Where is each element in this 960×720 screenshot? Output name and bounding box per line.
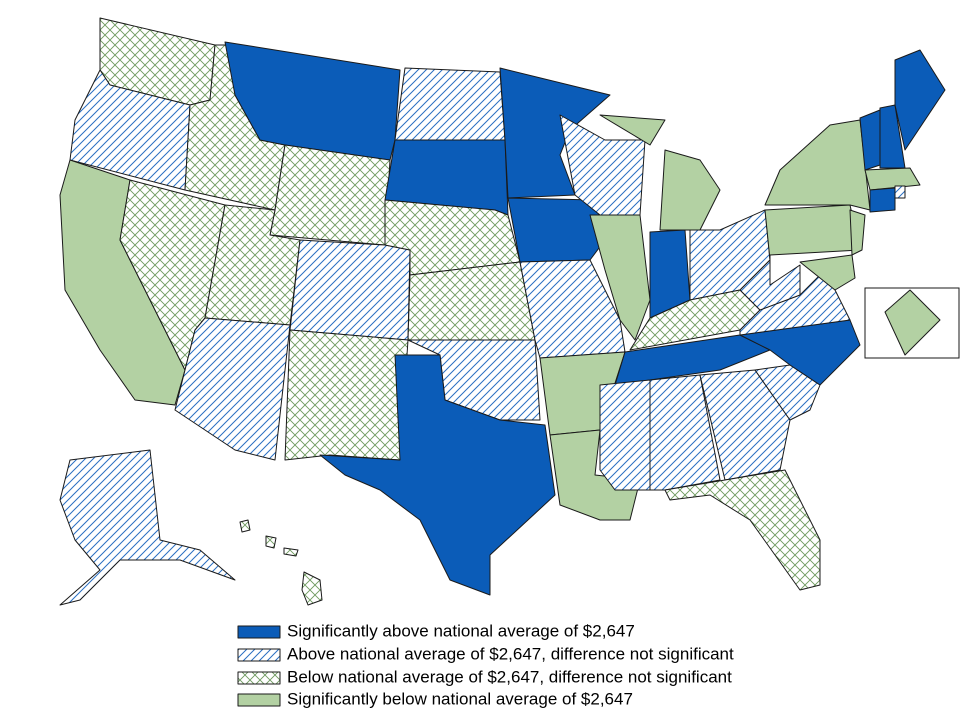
- legend: Significantly above national average of …: [237, 621, 734, 708]
- district: [884, 289, 941, 356]
- legend-label: Significantly below national average of …: [287, 689, 633, 708]
- state: [549, 429, 641, 521]
- state: [864, 167, 921, 191]
- us-map: [59, 17, 960, 606]
- state: [699, 369, 791, 481]
- state: [269, 144, 391, 246]
- legend-swatch: [237, 625, 281, 639]
- legend-swatch: [237, 671, 281, 685]
- state: [265, 535, 277, 549]
- state: [319, 354, 556, 596]
- state: [284, 329, 409, 461]
- state: [599, 114, 666, 146]
- state: [394, 67, 506, 141]
- state: [239, 519, 251, 533]
- state: [754, 364, 821, 421]
- state: [59, 449, 236, 606]
- legend-swatch: [237, 648, 281, 662]
- state: [869, 187, 896, 213]
- state: [289, 239, 411, 341]
- state: [174, 317, 291, 461]
- state: [849, 209, 866, 256]
- state: [764, 119, 871, 211]
- legend-label: Significantly above national average of …: [287, 621, 635, 640]
- state: [764, 204, 861, 261]
- state: [664, 469, 821, 591]
- legend-swatch: [237, 693, 281, 707]
- state: [283, 547, 299, 557]
- state: [589, 214, 651, 341]
- legend-label: Below national average of $2,647, differ…: [287, 667, 732, 686]
- state: [894, 185, 906, 199]
- state: [659, 149, 721, 231]
- state: [599, 379, 651, 491]
- state: [301, 571, 323, 606]
- state: [407, 261, 536, 341]
- state: [894, 49, 946, 151]
- state: [499, 67, 611, 199]
- state: [614, 334, 771, 386]
- state: [799, 254, 856, 291]
- legend-label: Above national average of $2,647, differ…: [287, 644, 734, 663]
